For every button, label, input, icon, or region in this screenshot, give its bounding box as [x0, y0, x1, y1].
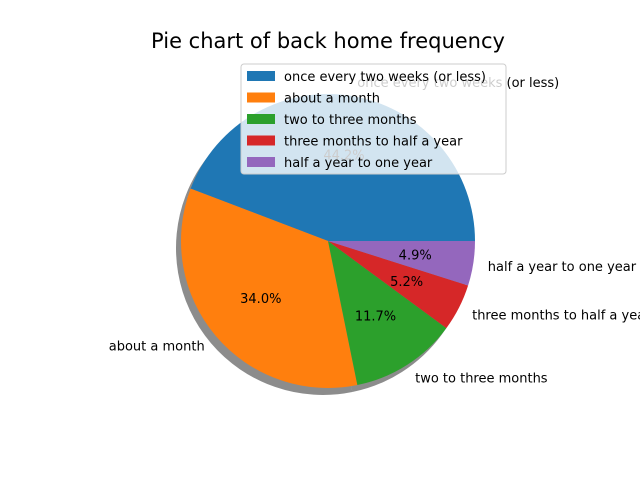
legend-label: about a month: [284, 92, 380, 107]
chart-title: Pie chart of back home frequency: [151, 29, 505, 53]
pie-slice: [328, 241, 447, 386]
percent-label: 11.7%: [355, 309, 396, 324]
slice-label: two to three months: [415, 371, 548, 386]
legend: once every two weeks (or less) about a mo…: [240, 63, 507, 175]
legend-label: three months to half a year: [284, 135, 463, 150]
pie-slice: [180, 188, 358, 389]
slice-label: half a year to one year: [488, 260, 637, 275]
pie-slices: [180, 93, 476, 389]
legend-swatch: [247, 114, 275, 124]
legend-swatch: [247, 135, 275, 146]
legend-swatch: [247, 92, 275, 103]
percent-label: 4.9%: [399, 249, 432, 264]
legend-box: [240, 63, 507, 175]
pie-slice: [328, 241, 469, 329]
legend-label: half a year to one year: [284, 156, 433, 171]
legend-label: once every two weeks (or less): [284, 70, 486, 85]
pie-slice: [328, 241, 476, 286]
legend-swatch: [247, 157, 275, 167]
percent-label: 34.0%: [240, 292, 281, 307]
slice-label: about a month: [109, 340, 205, 355]
legend-swatch: [247, 71, 275, 81]
slice-label: three months to half a year: [472, 308, 640, 323]
percent-label: 5.2%: [390, 275, 423, 290]
legend-label: two to three months: [284, 113, 417, 128]
